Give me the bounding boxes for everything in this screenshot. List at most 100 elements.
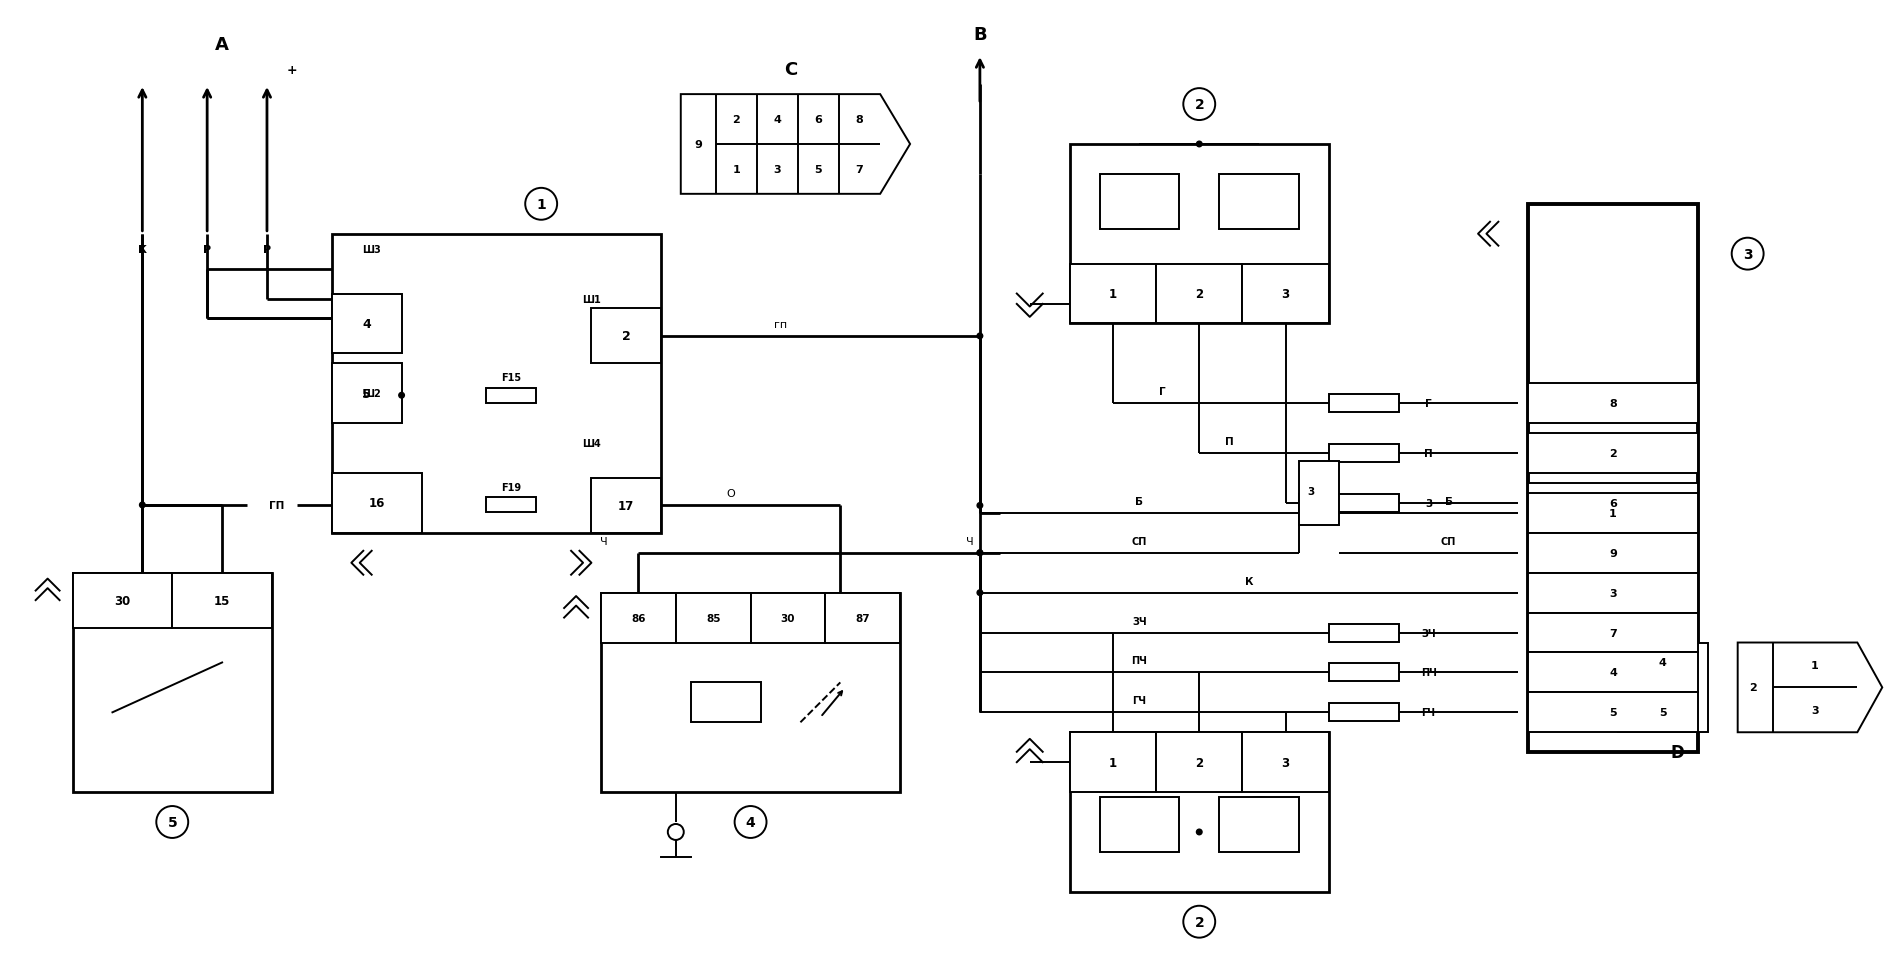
Bar bbox=[1218, 174, 1298, 230]
Text: D: D bbox=[1670, 743, 1683, 761]
Text: 2: 2 bbox=[1747, 682, 1755, 693]
Text: 4: 4 bbox=[773, 115, 780, 125]
Text: 15: 15 bbox=[213, 594, 230, 607]
Text: СП: СП bbox=[1132, 537, 1147, 546]
Bar bbox=[676, 593, 750, 643]
Circle shape bbox=[157, 806, 189, 838]
Text: 1: 1 bbox=[731, 165, 740, 174]
Text: Р: Р bbox=[263, 244, 270, 254]
Bar bbox=[1099, 174, 1179, 230]
Text: 5: 5 bbox=[1659, 707, 1666, 718]
Bar bbox=[601, 593, 676, 643]
Circle shape bbox=[735, 806, 767, 838]
Text: 2: 2 bbox=[1194, 98, 1203, 112]
Text: 2: 2 bbox=[731, 115, 740, 125]
Bar bbox=[1528, 384, 1696, 424]
Text: ПЧ: ПЧ bbox=[1132, 656, 1147, 666]
Text: 8: 8 bbox=[856, 115, 863, 125]
Bar bbox=[1328, 395, 1398, 413]
Text: Ш3: Ш3 bbox=[363, 244, 382, 254]
Circle shape bbox=[1196, 829, 1201, 835]
Bar bbox=[485, 497, 536, 513]
Circle shape bbox=[977, 551, 982, 556]
Bar bbox=[1241, 733, 1328, 792]
Text: 2: 2 bbox=[1194, 915, 1203, 929]
Text: 87: 87 bbox=[856, 613, 869, 623]
Circle shape bbox=[1183, 89, 1215, 121]
Text: 85: 85 bbox=[706, 613, 720, 623]
Text: 3: 3 bbox=[1281, 756, 1288, 769]
Circle shape bbox=[977, 334, 982, 339]
Bar bbox=[1617, 643, 1708, 733]
Text: Ш1: Ш1 bbox=[582, 294, 601, 304]
Bar bbox=[591, 478, 661, 534]
Text: Б: Б bbox=[1135, 497, 1143, 506]
Bar bbox=[1069, 145, 1328, 324]
Bar bbox=[72, 573, 272, 792]
Bar bbox=[1528, 653, 1696, 693]
Bar bbox=[1328, 495, 1398, 513]
Bar bbox=[332, 364, 400, 424]
Text: A: A bbox=[215, 36, 229, 54]
Text: Ш4: Ш4 bbox=[582, 438, 601, 449]
Bar bbox=[1156, 733, 1241, 792]
Text: 4: 4 bbox=[1659, 658, 1666, 668]
Bar bbox=[601, 593, 899, 792]
Text: О: О bbox=[725, 489, 735, 499]
Text: 7: 7 bbox=[1608, 628, 1617, 638]
Bar bbox=[1298, 461, 1337, 526]
Text: 1: 1 bbox=[536, 197, 546, 212]
Text: Ш2: Ш2 bbox=[363, 389, 382, 398]
Text: К: К bbox=[1245, 577, 1252, 586]
Text: 6: 6 bbox=[1608, 498, 1617, 508]
Text: Б: Б bbox=[1443, 497, 1453, 506]
Bar bbox=[1328, 445, 1398, 462]
Text: П: П bbox=[1224, 436, 1234, 447]
Text: 5: 5 bbox=[1608, 707, 1615, 718]
Bar bbox=[485, 389, 536, 403]
Text: Ч: Ч bbox=[599, 537, 606, 546]
Text: 3: 3 bbox=[1810, 705, 1817, 715]
Text: 4: 4 bbox=[746, 815, 756, 829]
Text: Р: Р bbox=[202, 244, 212, 254]
Bar bbox=[1528, 494, 1696, 534]
Text: 9: 9 bbox=[695, 140, 703, 150]
Text: 1: 1 bbox=[1810, 660, 1817, 670]
Bar bbox=[689, 682, 759, 722]
Text: Ч: Ч bbox=[965, 537, 973, 546]
Text: ЗЧ: ЗЧ bbox=[1421, 628, 1436, 638]
Text: 1: 1 bbox=[1608, 508, 1617, 518]
Text: 3: 3 bbox=[1424, 498, 1432, 508]
Text: 3: 3 bbox=[1281, 288, 1288, 301]
Bar bbox=[750, 593, 825, 643]
Bar bbox=[1069, 733, 1328, 892]
Text: 3: 3 bbox=[1307, 486, 1313, 497]
Text: 30: 30 bbox=[113, 594, 130, 607]
Text: 3: 3 bbox=[1742, 248, 1751, 261]
Circle shape bbox=[1183, 905, 1215, 938]
Bar bbox=[1528, 613, 1696, 653]
Bar bbox=[172, 573, 272, 628]
Text: ПЧ: ПЧ bbox=[1421, 668, 1436, 678]
Bar bbox=[72, 573, 172, 628]
Text: +: + bbox=[287, 64, 297, 76]
Bar bbox=[1528, 693, 1696, 733]
Text: 5: 5 bbox=[363, 387, 370, 400]
Text: С: С bbox=[784, 61, 797, 79]
Text: 5: 5 bbox=[814, 165, 822, 174]
Text: Г: Г bbox=[1158, 387, 1166, 396]
Text: 1: 1 bbox=[1109, 756, 1116, 769]
Circle shape bbox=[140, 502, 145, 508]
Text: 7: 7 bbox=[856, 165, 863, 174]
Text: СП: СП bbox=[1439, 537, 1455, 546]
Bar bbox=[1328, 703, 1398, 721]
Text: 2: 2 bbox=[1608, 449, 1617, 458]
Text: F19: F19 bbox=[501, 482, 521, 493]
Bar bbox=[825, 593, 899, 643]
Bar bbox=[332, 234, 661, 534]
Bar bbox=[1528, 483, 1696, 523]
Circle shape bbox=[977, 590, 982, 596]
Text: 2: 2 bbox=[621, 330, 629, 343]
Bar bbox=[332, 294, 400, 354]
Bar bbox=[1069, 733, 1156, 792]
